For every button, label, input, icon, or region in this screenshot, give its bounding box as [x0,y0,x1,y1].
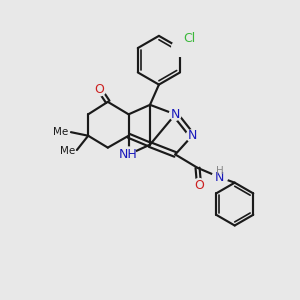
Text: N: N [215,171,224,184]
Circle shape [169,108,181,120]
Text: Cl: Cl [183,32,195,45]
Circle shape [93,83,106,96]
Text: Me: Me [60,146,75,157]
Text: Me: Me [53,127,69,137]
Circle shape [193,178,206,192]
Circle shape [172,40,188,56]
Text: N: N [171,108,180,121]
Circle shape [186,130,198,142]
Text: O: O [194,178,204,192]
Circle shape [212,169,228,185]
Text: O: O [94,83,104,96]
Text: N: N [188,129,197,142]
Text: NH: NH [119,148,138,161]
Text: H: H [216,167,224,176]
Circle shape [121,147,136,162]
